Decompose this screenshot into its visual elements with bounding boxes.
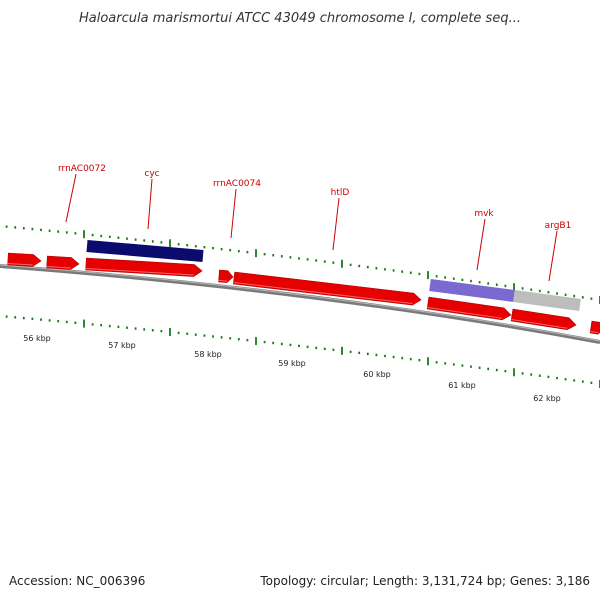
gene-bar-mvk <box>429 279 515 302</box>
ruler-label-58: 58 kbp <box>194 350 222 359</box>
gene-label-argB1[interactable]: argB1 <box>545 221 572 231</box>
gene-arrow-shine <box>7 262 33 266</box>
map-title: Haloarcula marismortui ATCC 43049 chromo… <box>79 11 521 26</box>
outer-tick-track <box>5 225 600 304</box>
accession-text: Accession: NC_006396 <box>9 574 146 588</box>
gene-bar-cyc <box>86 240 204 262</box>
gene-arrow <box>510 308 577 331</box>
ruler-label-59: 59 kbp <box>278 359 306 368</box>
gene-arrow-shine <box>85 267 194 276</box>
chromosome-backbone <box>0 264 600 344</box>
gene-label-rrnAC0072[interactable]: rrnAC0072 <box>58 164 106 174</box>
gene-label-mvk[interactable]: mvk <box>474 209 494 219</box>
gene-leader-line <box>147 178 153 230</box>
ruler-label-56: 56 kbp <box>23 334 51 343</box>
gene-label-rrnAC0074[interactable]: rrnAC0074 <box>213 179 261 189</box>
gene-features <box>7 240 600 335</box>
gene-arrow-shine <box>427 306 503 319</box>
gene-label-htlD[interactable]: htlD <box>331 188 350 198</box>
gene-leader-line <box>332 197 340 251</box>
inner-tick-track <box>5 315 600 388</box>
chromosome-backbone-highlight <box>0 264 600 342</box>
ruler-label-61: 61 kbp <box>448 381 476 390</box>
gene-label-cyc[interactable]: cyc <box>144 169 159 179</box>
gene-arrow-shine <box>511 318 568 329</box>
gene-leader-line <box>65 173 77 223</box>
gene-arrow <box>218 269 234 283</box>
gene-leader-line <box>548 230 558 282</box>
gene-arrow <box>46 255 80 270</box>
gene-arrow <box>232 271 422 306</box>
gene-leader-line <box>230 188 237 239</box>
topology-summary: Topology: circular; Length: 3,131,724 bp… <box>260 574 590 588</box>
gene-arrow-shine <box>218 279 228 282</box>
gene-arrow-shine <box>233 281 413 305</box>
ruler-label-57: 57 kbp <box>108 341 136 350</box>
ruler-label-layer: 56 kbp 57 kbp 58 kbp 59 kbp 60 kbp 61 kb… <box>23 334 561 403</box>
gene-arrow-shine <box>590 330 599 334</box>
ruler-label-62: 62 kbp <box>533 394 561 403</box>
ruler-label-60: 60 kbp <box>363 370 391 379</box>
gene-arrow-shine <box>46 265 71 269</box>
gene-arrow <box>426 296 512 321</box>
gene-arrow <box>85 257 203 277</box>
gene-arrow <box>7 252 42 267</box>
gene-label-layer: rrnAC0072 cyc rrnAC0074 htlD mvk argB1 <box>58 164 572 282</box>
gene-bar-argB1 <box>513 290 581 311</box>
gene-leader-line <box>476 218 486 271</box>
gene-arrow <box>589 320 600 335</box>
